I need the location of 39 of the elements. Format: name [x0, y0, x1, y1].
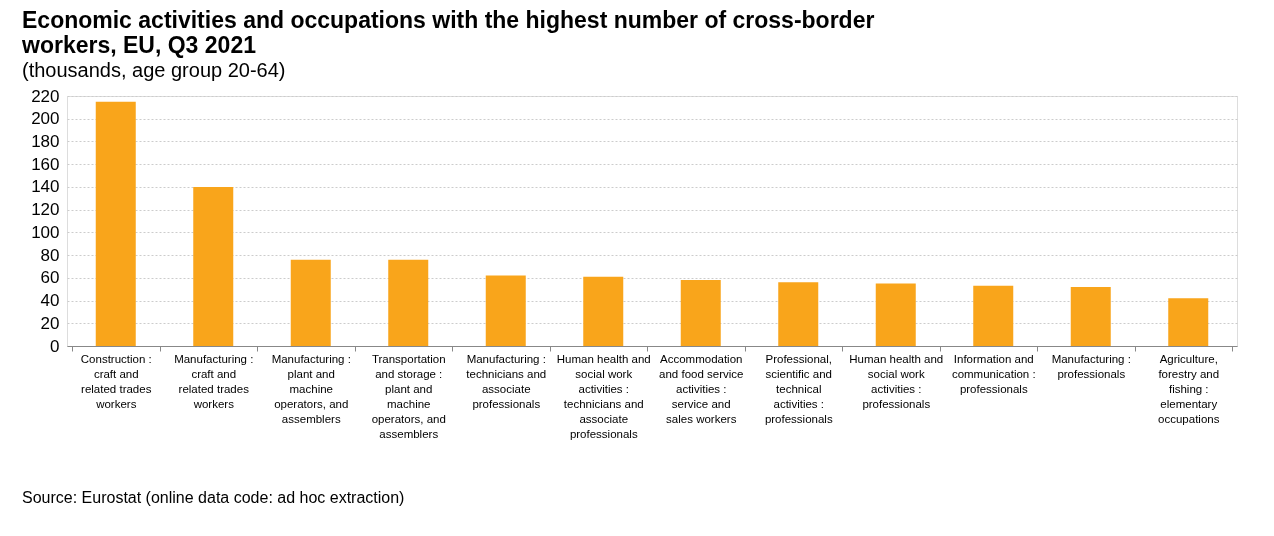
x-tick-label: Professional, scientific and technical activities : professionals [764, 352, 833, 425]
y-tick-label: 0 [50, 336, 60, 356]
bar [95, 101, 136, 346]
y-tick-label: 120 [31, 200, 60, 220]
chart-title: Economic activities and occupations with the highest number of cross-border workers, EU, Q3 2021 [21, 7, 875, 58]
bar [583, 276, 624, 346]
x-tick-label: Accommodation and food service activities : service and sales workers [659, 352, 744, 425]
x-tick-label: Manufacturing : craft and related trades workers [174, 352, 254, 410]
x-tick-label: Information and communication : professionals [951, 352, 1036, 395]
y-tick-label: 140 [31, 177, 60, 197]
x-tick-label: Human health and social work activities : technicians and associate professionals [556, 352, 651, 440]
y-tick-label: 100 [31, 222, 60, 242]
chart-subtitle: (thousands, age group 20-64) [22, 59, 286, 81]
x-tick-label: Manufacturing : plant and machine operators, and assemblers [271, 352, 351, 425]
source-note: Source: Eurostat (online data code: ad hoc extraction) [22, 489, 405, 506]
y-tick-label: 40 [40, 291, 60, 311]
bar [290, 259, 331, 346]
bar [1070, 286, 1111, 346]
x-tick-label: Construction : craft and related trades workers [80, 352, 152, 410]
bar [778, 282, 819, 346]
x-tick-label: Manufacturing : professionals [1051, 352, 1131, 380]
bar [875, 283, 916, 346]
x-tick-label: Human health and social work activities : professionals [849, 352, 944, 410]
bar [388, 259, 429, 346]
bar [1168, 298, 1209, 346]
x-tick-label: Manufacturing : technicians and associate professionals [466, 352, 547, 410]
x-tick-label: Transportation and storage : plant and machine operators, and assemblers [371, 352, 446, 440]
x-tick-label: Agriculture, forestry and fishing : elementary occupations [1158, 352, 1220, 425]
y-tick-label: 160 [31, 154, 60, 174]
y-tick-label: 200 [31, 109, 60, 129]
y-tick-label: 80 [40, 245, 60, 265]
y-tick-label: 220 [31, 86, 60, 106]
y-tick-label: 20 [40, 313, 60, 333]
y-tick-label: 60 [40, 268, 60, 288]
y-tick-label: 180 [31, 131, 60, 151]
bar [680, 280, 721, 346]
bar [485, 275, 526, 346]
bar [193, 186, 234, 346]
bar [973, 285, 1014, 346]
